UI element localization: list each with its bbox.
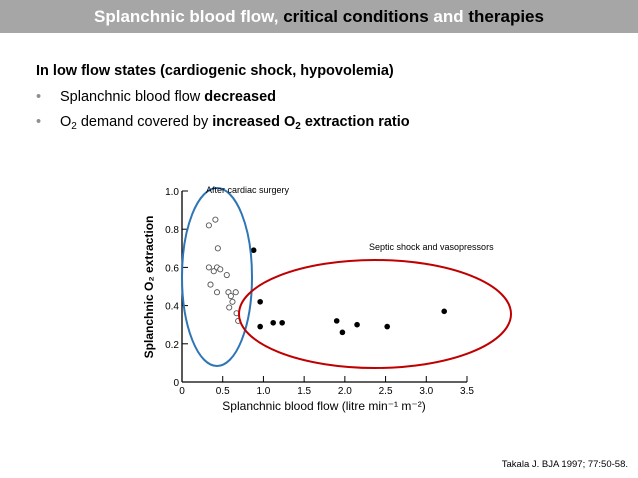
bullet-2-text: demand covered by [76,114,213,130]
bullet-2-bold-sub: 2 [295,121,301,132]
y-tick-label: 0.4 [165,302,179,313]
annotation-cardiac-surgery: After cardiac surgery [206,185,290,195]
slide-heading: In low flow states (cardiogenic shock, h… [36,63,394,79]
septic-shock-point [257,323,263,330]
x-tick-label: 3.5 [460,386,474,397]
cardiac-surgery-point [223,271,230,279]
septic-shock-point [354,321,360,328]
x-tick-label: 1.0 [256,386,270,397]
cardiac-surgery-point [205,264,212,271]
septic-shock-point [279,319,285,326]
x-tick-label: 1.5 [297,386,311,397]
septic-shock-point [270,319,277,326]
y-tick-label: 0.2 [165,340,179,351]
x-tick-label: 2.5 [379,386,393,397]
cardiac-surgery-point [226,304,233,311]
y-tick-label: 0 [173,378,179,389]
septic-shock-point [339,329,346,336]
title-part-2: critical conditions [283,7,429,26]
title-part-4: therapies [468,7,544,26]
septic-shock-point [250,247,257,254]
x-axis-label: Splanchnic blood flow (litre min⁻¹ m⁻²) [222,399,425,413]
septic-shock-ellipse [238,259,512,369]
cardiac-surgery-point [210,268,217,275]
cardiac-surgery-point [207,281,214,288]
bullet-1: • Splanchnic blood flow decreased [36,89,276,105]
septic-shock-point [333,318,340,324]
cardiac-surgery-point [217,266,224,273]
slide-title: Splanchnic blood flow, critical conditio… [0,0,638,33]
cardiac-surgery-point [214,245,221,252]
citation: Takala J. BJA 1997; 77:50-58. [501,459,628,470]
chart-points [205,216,448,336]
cardiac-surgery-point [212,216,219,223]
y-tick-label: 1.0 [165,187,179,198]
y-tick-label: 0.8 [165,225,179,236]
bullet-dot: • [36,114,42,130]
septic-shock-point [441,308,448,315]
cardiac-surgery-point [227,292,234,300]
x-tick-label: 0 [179,386,185,397]
bullet-2: • O2 demand covered by increased O2 extra… [36,114,410,132]
bullet-dot: • [36,89,42,105]
title-part-1: Splanchnic blood flow, [94,7,284,26]
septic-shock-point [384,323,391,330]
cardiac-surgery-point [213,289,221,296]
x-tick-label: 2.0 [338,386,352,397]
y-axis-label: Splanchnic O₂ extraction [142,216,156,359]
annotation-septic-shock: Septic shock and vasopressors [369,242,494,252]
bullet-1-text: Splanchnic blood flow [60,89,205,105]
x-tick-label: 0.5 [216,386,230,397]
cardiac-surgery-point [232,289,239,296]
septic-shock-point [257,298,263,305]
y-tick-label: 0.6 [165,263,179,274]
bullet-1-bold: decreased [204,89,277,105]
cardiac-surgery-ellipse [181,187,253,367]
x-tick-label: 3.0 [419,386,433,397]
title-part-3: and [428,7,469,26]
cardiac-surgery-point [229,298,236,305]
cardiac-surgery-point [205,222,212,229]
bullet-2-bold-tail: extraction ratio [300,114,410,130]
bullet-2-o-sub: 2 [71,121,77,132]
bullet-2-bold: increased O2 extraction ratio [212,114,410,132]
bullet-2-o: O [60,114,72,130]
bullet-2-bold-text: increased O [212,114,296,130]
